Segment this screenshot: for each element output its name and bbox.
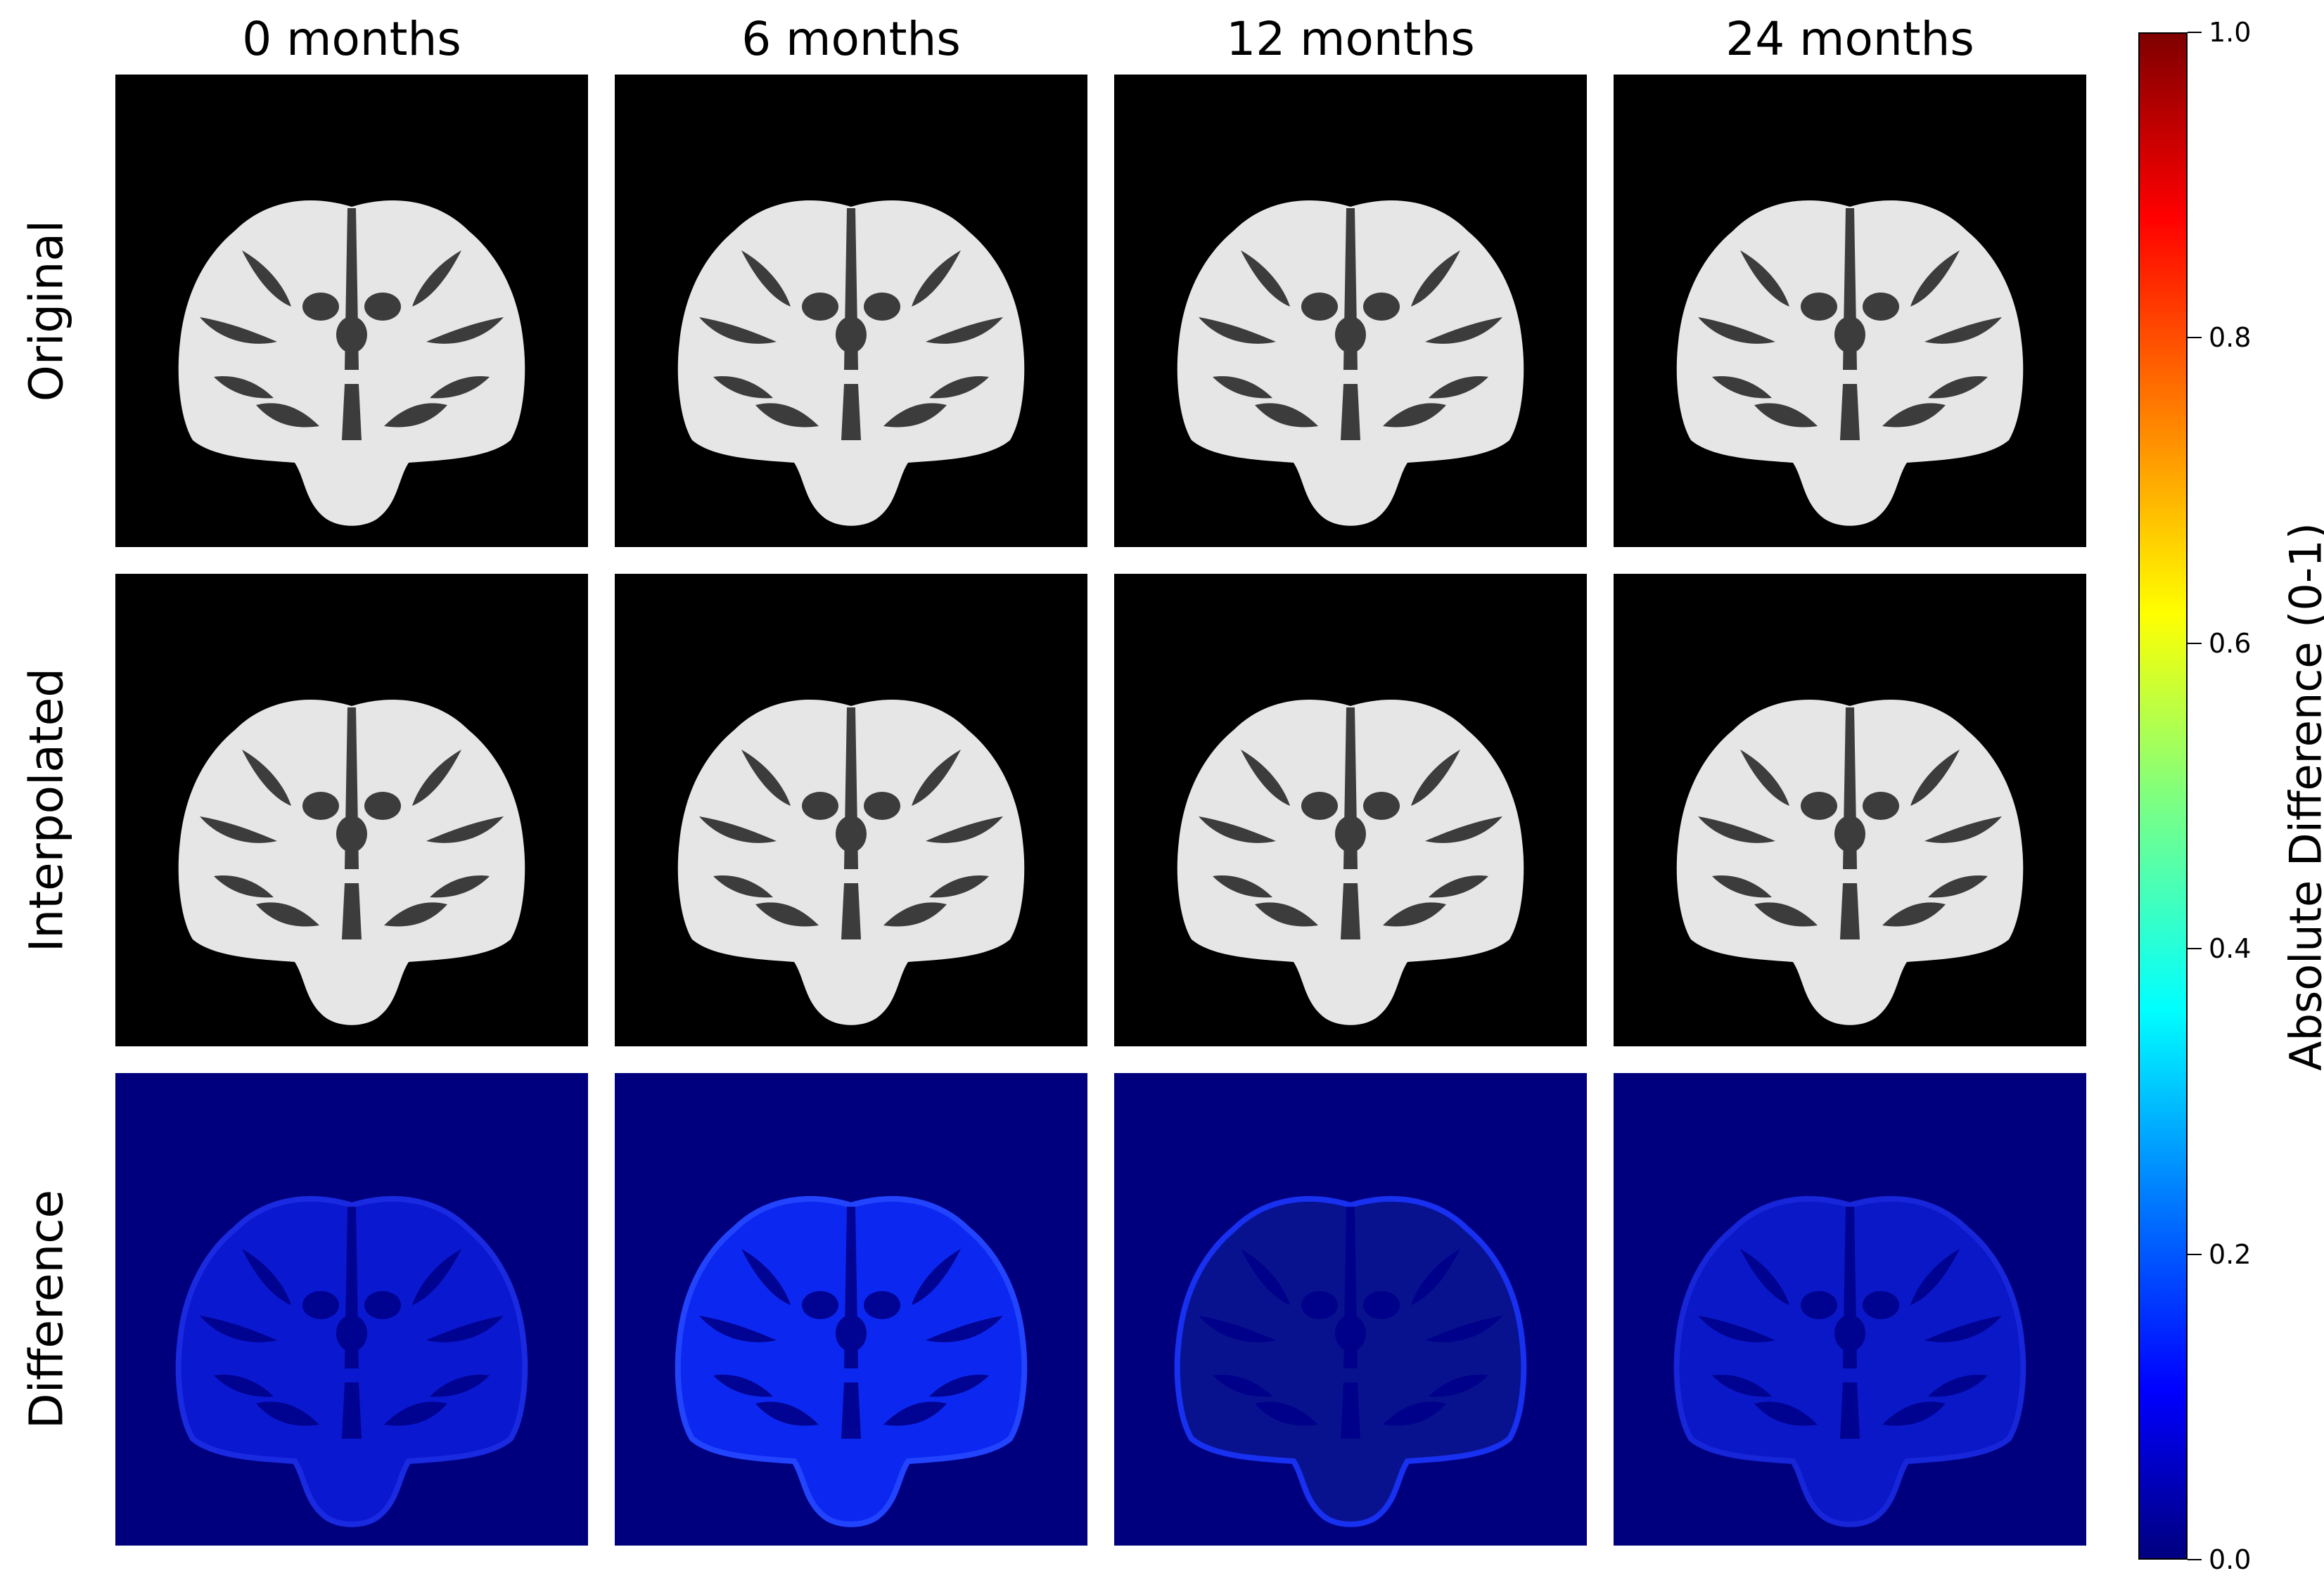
row-title-interpolated: Interpolated bbox=[19, 667, 74, 953]
colorbar-tick-mark bbox=[2188, 337, 2202, 339]
panel-difference-12-months bbox=[1114, 1073, 1587, 1546]
column-title-2: 12 months bbox=[1226, 12, 1475, 66]
panel-interpolated-24-months bbox=[1614, 574, 2086, 1046]
colorbar-tick-label: 1.0 bbox=[2209, 17, 2252, 48]
colorbar bbox=[2138, 32, 2188, 1560]
colorbar-label: Absolute Difference (0-1) bbox=[2280, 522, 2324, 1071]
column-title-0: 0 months bbox=[242, 12, 461, 66]
panel-interpolated-12-months bbox=[1114, 574, 1587, 1046]
panel-original-6-months bbox=[615, 75, 1087, 547]
panel-difference-6-months bbox=[615, 1073, 1087, 1546]
colorbar-tick-mark bbox=[2188, 1559, 2202, 1560]
panel-difference-0-months bbox=[115, 1073, 588, 1546]
panel-original-24-months bbox=[1614, 75, 2086, 547]
colorbar-tick-mark bbox=[2188, 642, 2202, 644]
column-title-3: 24 months bbox=[1725, 12, 1974, 66]
row-title-difference: Difference bbox=[19, 1189, 74, 1430]
colorbar-tick-label: 0.4 bbox=[2209, 933, 2252, 965]
panel-interpolated-0-months bbox=[115, 574, 588, 1046]
colorbar-tick-label: 0.6 bbox=[2209, 627, 2252, 659]
colorbar-tick-label: 0.0 bbox=[2209, 1544, 2252, 1575]
panel-original-12-months bbox=[1114, 75, 1587, 547]
row-title-original: Original bbox=[19, 219, 74, 402]
column-title-1: 6 months bbox=[741, 12, 961, 66]
panel-difference-24-months bbox=[1614, 1073, 2086, 1546]
colorbar-tick-mark bbox=[2188, 1253, 2202, 1255]
colorbar-tick-label: 0.2 bbox=[2209, 1238, 2252, 1270]
panel-interpolated-6-months bbox=[615, 574, 1087, 1046]
colorbar-tick-label: 0.8 bbox=[2209, 322, 2252, 354]
panel-original-0-months bbox=[115, 75, 588, 547]
colorbar-tick-mark bbox=[2188, 948, 2202, 950]
colorbar-tick-mark bbox=[2188, 32, 2202, 33]
